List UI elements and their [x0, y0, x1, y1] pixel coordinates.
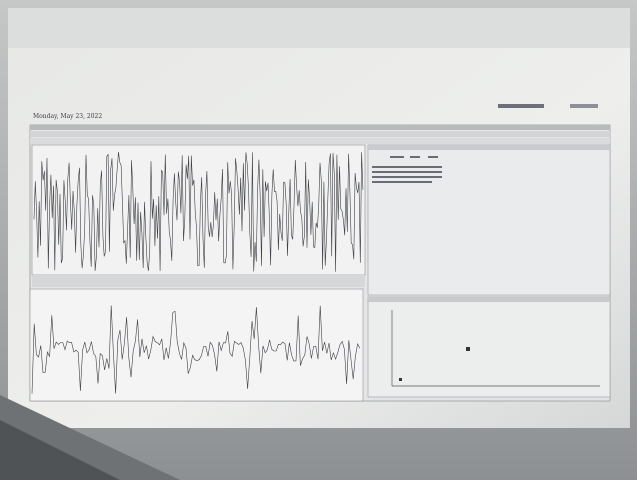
header-right-2 [570, 104, 598, 108]
header-right [498, 104, 544, 108]
menu-bar [30, 125, 610, 130]
page: Monday, May 23, 2022 (() => { const data… [0, 0, 637, 480]
paper-top [8, 8, 630, 48]
results-title [368, 145, 610, 150]
plot-panel [368, 297, 610, 397]
photo: Monday, May 23, 2022 [0, 0, 637, 480]
plot-point [466, 347, 470, 351]
toolbar-2 [30, 138, 610, 144]
wave-scrollbar [32, 275, 365, 287]
app-window [30, 125, 610, 401]
plot-point [399, 378, 402, 381]
plot-title [368, 297, 610, 302]
toolbar [30, 131, 610, 137]
date-header: Monday, May 23, 2022 [33, 113, 102, 120]
top-wave-panel [32, 145, 365, 275]
